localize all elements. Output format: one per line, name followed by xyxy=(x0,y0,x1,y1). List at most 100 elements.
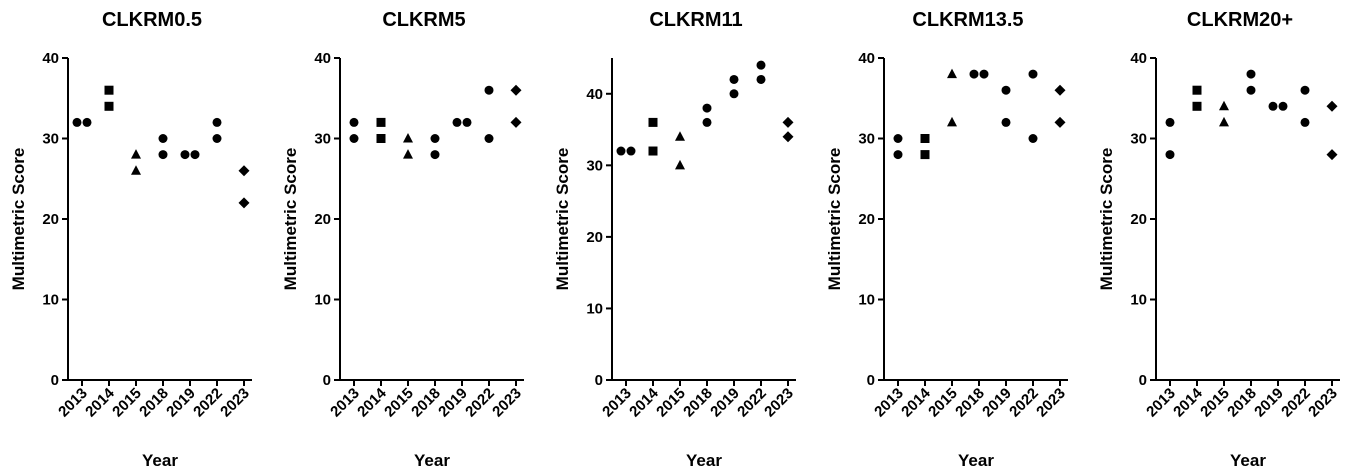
x-tick-label: 2019 xyxy=(435,385,471,421)
x-tick-label: 2018 xyxy=(680,385,716,421)
y-tick-label: 20 xyxy=(42,211,59,228)
x-tick-label: 2015 xyxy=(653,385,689,421)
chart-panel-5: CLKRM20+Multimetric Score010203040201320… xyxy=(1097,9,1341,470)
x-tick-label: 2019 xyxy=(163,385,199,421)
x-tick-label: 2018 xyxy=(1224,385,1260,421)
x-tick-label: 2022 xyxy=(1278,385,1314,421)
y-tick-label: 30 xyxy=(314,131,331,148)
x-tick-label: 2019 xyxy=(979,385,1015,421)
x-tick-label: 2014 xyxy=(1170,384,1206,420)
y-tick-label: 0 xyxy=(51,372,59,389)
x-tick-label: 2023 xyxy=(1033,385,1069,421)
data-point xyxy=(510,116,522,128)
y-tick-label: 0 xyxy=(323,372,331,389)
data-point xyxy=(376,117,386,127)
data-point xyxy=(729,74,739,84)
data-point xyxy=(403,149,413,159)
data-point xyxy=(131,165,141,175)
y-tick-label: 0 xyxy=(595,372,603,389)
x-tick-label: 2018 xyxy=(136,385,172,421)
y-tick-label: 30 xyxy=(42,131,59,148)
data-point xyxy=(675,159,685,170)
y-tick-label: 0 xyxy=(867,372,875,389)
data-point xyxy=(1054,116,1066,128)
x-tick-label: 2014 xyxy=(898,384,934,420)
x-axis-title: Year xyxy=(958,451,994,470)
data-point xyxy=(1028,134,1038,143)
data-point xyxy=(1192,101,1202,111)
x-tick-label: 2013 xyxy=(55,385,91,421)
x-tick-label: 2019 xyxy=(1251,385,1287,421)
data-point xyxy=(626,146,636,156)
data-point xyxy=(1001,117,1011,127)
x-tick-label: 2022 xyxy=(734,385,770,421)
x-tick-label: 2015 xyxy=(381,385,417,421)
data-point xyxy=(702,103,712,113)
x-tick-label: 2015 xyxy=(109,385,145,421)
data-point xyxy=(1165,150,1175,160)
data-point xyxy=(158,150,168,160)
data-point xyxy=(969,69,979,79)
x-axis-title: Year xyxy=(414,451,450,470)
data-point xyxy=(349,134,359,143)
x-tick-label: 2013 xyxy=(327,385,363,421)
data-point xyxy=(1278,101,1288,111)
data-point xyxy=(947,68,957,79)
chart-panel-2: CLKRM5 Multimetric Score 0 10 20 30 40 20132014… xyxy=(281,9,525,470)
data-point xyxy=(212,134,222,143)
x-tick-label: 2013 xyxy=(1143,385,1179,421)
data-point xyxy=(180,150,190,160)
data-point xyxy=(403,133,413,143)
data-point xyxy=(616,146,626,156)
data-point xyxy=(430,134,440,143)
data-point xyxy=(1246,85,1256,95)
x-axis-title: Year xyxy=(686,451,722,470)
data-point xyxy=(893,150,903,160)
panel-title: CLKRM20+ xyxy=(1187,9,1293,31)
y-tick-label: 40 xyxy=(42,50,59,67)
data-point xyxy=(947,116,957,127)
y-tick-label: 40 xyxy=(858,50,875,67)
data-point xyxy=(729,89,739,99)
x-tick-label: 2013 xyxy=(871,385,907,421)
data-point xyxy=(158,134,168,143)
data-point xyxy=(104,101,114,111)
x-tick-label: 2023 xyxy=(217,385,253,421)
data-point xyxy=(1028,69,1038,79)
y-axis-title: Multimetric Score xyxy=(9,148,28,291)
data-point xyxy=(675,131,685,141)
x-axis-title: Year xyxy=(1230,451,1266,470)
data-point xyxy=(979,69,989,79)
data-point xyxy=(1300,117,1310,127)
data-point xyxy=(212,117,222,127)
y-axis-title: Multimetric Score xyxy=(1097,148,1116,291)
x-tick-label: 2018 xyxy=(408,385,444,421)
data-point xyxy=(893,134,903,143)
y-tick-label: 30 xyxy=(858,131,875,148)
data-point xyxy=(756,60,766,70)
data-point xyxy=(1219,116,1229,127)
y-tick-label: 40 xyxy=(1130,50,1147,67)
data-point xyxy=(190,150,200,160)
data-point xyxy=(72,117,82,127)
y-tick-label: 20 xyxy=(858,211,875,228)
y-tick-label: 40 xyxy=(586,86,603,103)
y-axis-title: Multimetric Score xyxy=(553,148,572,291)
x-tick-label: 2022 xyxy=(190,385,226,421)
y-tick-label: 10 xyxy=(858,292,875,309)
panel-title: CLKRM13.5 xyxy=(912,9,1023,31)
x-tick-label: 2015 xyxy=(925,385,961,421)
data-point xyxy=(702,117,712,127)
x-tick-label: 2019 xyxy=(707,385,743,421)
data-point xyxy=(1326,149,1338,161)
data-point xyxy=(452,117,462,127)
data-point xyxy=(1192,85,1202,95)
y-tick-label: 30 xyxy=(586,157,603,174)
data-point xyxy=(82,117,92,127)
data-point xyxy=(1326,100,1338,112)
x-tick-label: 2022 xyxy=(1006,385,1042,421)
y-tick-label: 40 xyxy=(314,50,331,67)
